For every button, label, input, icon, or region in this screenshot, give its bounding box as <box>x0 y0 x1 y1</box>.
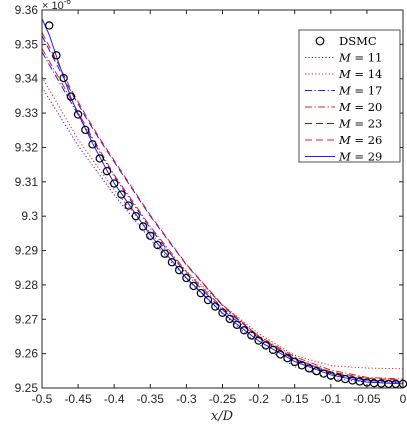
x-tick-label: -0.35 <box>137 392 165 406</box>
y-tick-label: 9.3 <box>21 209 38 223</box>
dsmc-point <box>268 345 278 355</box>
dsmc-point <box>247 331 256 340</box>
legend-label-m20: M = 20 <box>338 100 382 114</box>
x-tick-label: -0.4 <box>104 392 125 406</box>
dsmc-point <box>95 154 104 163</box>
y-tick-label: 9.33 <box>15 106 39 120</box>
x-axis-title: x/D <box>211 409 234 424</box>
legend-label-m11: M = 11 <box>338 51 382 65</box>
legend-label-m23: M = 23 <box>338 117 382 131</box>
y-multiplier-exponent: -6 <box>64 0 72 6</box>
dsmc-point <box>304 364 314 373</box>
dsmc-point <box>45 21 54 30</box>
dsmc-point <box>283 353 292 363</box>
y-multiplier: × 10-6 <box>42 0 71 12</box>
legend: DSMC M = 11 M = 14 M = 17 M = 20 M = 23 M = 26… <box>298 29 401 164</box>
y-tick-label: 9.32 <box>15 140 39 154</box>
dsmc-point <box>232 320 242 329</box>
dsmc-point <box>174 265 184 275</box>
x-tick-label: -0.25 <box>209 392 237 406</box>
dsmc-point <box>225 314 234 324</box>
dsmc-point <box>297 361 307 370</box>
series-line-m11 <box>42 87 403 384</box>
dsmc-point <box>211 302 220 311</box>
y-tick-label: 9.29 <box>15 244 39 258</box>
dsmc-point <box>52 51 61 60</box>
x-tick-label: -0.1 <box>320 392 341 406</box>
y-tick-label: 9.35 <box>15 37 39 51</box>
y-axis: 9.25 9.26 9.27 9.28 9.29 9.3 9.31 9.32 9.33 9.34 9… <box>15 3 403 395</box>
dsmc-point <box>66 92 76 101</box>
dsmc-point <box>81 125 90 135</box>
dsmc-point <box>276 350 285 359</box>
dsmc-point <box>138 222 148 231</box>
dsmc-point <box>109 179 119 188</box>
y-tick-label: 9.28 <box>15 278 39 292</box>
dsmc-point <box>182 273 191 283</box>
series-line-m23 <box>42 35 403 383</box>
legend-dsmc-marker <box>315 36 325 46</box>
y-tick-label: 9.31 <box>15 175 39 189</box>
dsmc-marker-layer <box>45 21 407 389</box>
dsmc-point <box>88 140 97 149</box>
dsmc-point <box>124 201 133 210</box>
dsmc-point <box>196 288 206 298</box>
y-tick-label: 9.34 <box>15 72 39 86</box>
legend-label-m26: M = 26 <box>338 133 382 147</box>
series-line-m20 <box>42 48 403 380</box>
x-tick-label: -0.45 <box>64 392 92 406</box>
y-tick-label: 9.27 <box>15 312 39 326</box>
dsmc-point <box>290 357 299 367</box>
y-multiplier-base: × 10 <box>42 0 64 12</box>
x-tick-label: -0.5 <box>32 392 53 406</box>
legend-box <box>298 29 401 163</box>
x-axis: -0.5 -0.45 -0.4 -0.35 -0.3 -0.25 -0.2 -0.15 -0.1… <box>32 10 407 406</box>
legend-label-m17: M = 17 <box>338 84 382 98</box>
dsmc-point <box>189 281 198 291</box>
dsmc-point <box>102 166 112 176</box>
legend-label-m14: M = 14 <box>338 67 382 81</box>
dsmc-point <box>131 211 141 221</box>
legend-label-m29: M = 29 <box>338 150 382 164</box>
y-tick-label: 9.36 <box>15 3 39 17</box>
dsmc-point <box>160 249 169 258</box>
dsmc-point <box>117 190 126 199</box>
dsmc-point <box>203 295 213 305</box>
dsmc-point <box>167 258 177 267</box>
dsmc-point <box>153 240 162 250</box>
dsmc-point <box>218 308 227 317</box>
x-tick-label: 0 <box>400 392 407 406</box>
dsmc-point <box>239 326 249 335</box>
x-tick-label: -0.3 <box>176 392 197 406</box>
y-tick-label: 9.26 <box>15 347 39 361</box>
dsmc-point <box>254 336 263 345</box>
y-tick-label: 9.25 <box>15 381 39 395</box>
dsmc-point <box>146 231 155 240</box>
dsmc-point <box>73 110 83 119</box>
legend-dsmc-label: DSMC <box>339 34 377 48</box>
dsmc-point <box>312 366 321 376</box>
x-tick-label: -0.15 <box>281 392 309 406</box>
x-tick-label: -0.05 <box>353 392 381 406</box>
x-tick-label: -0.2 <box>248 392 269 406</box>
dsmc-point <box>261 341 271 350</box>
dsmc-point <box>59 73 68 83</box>
